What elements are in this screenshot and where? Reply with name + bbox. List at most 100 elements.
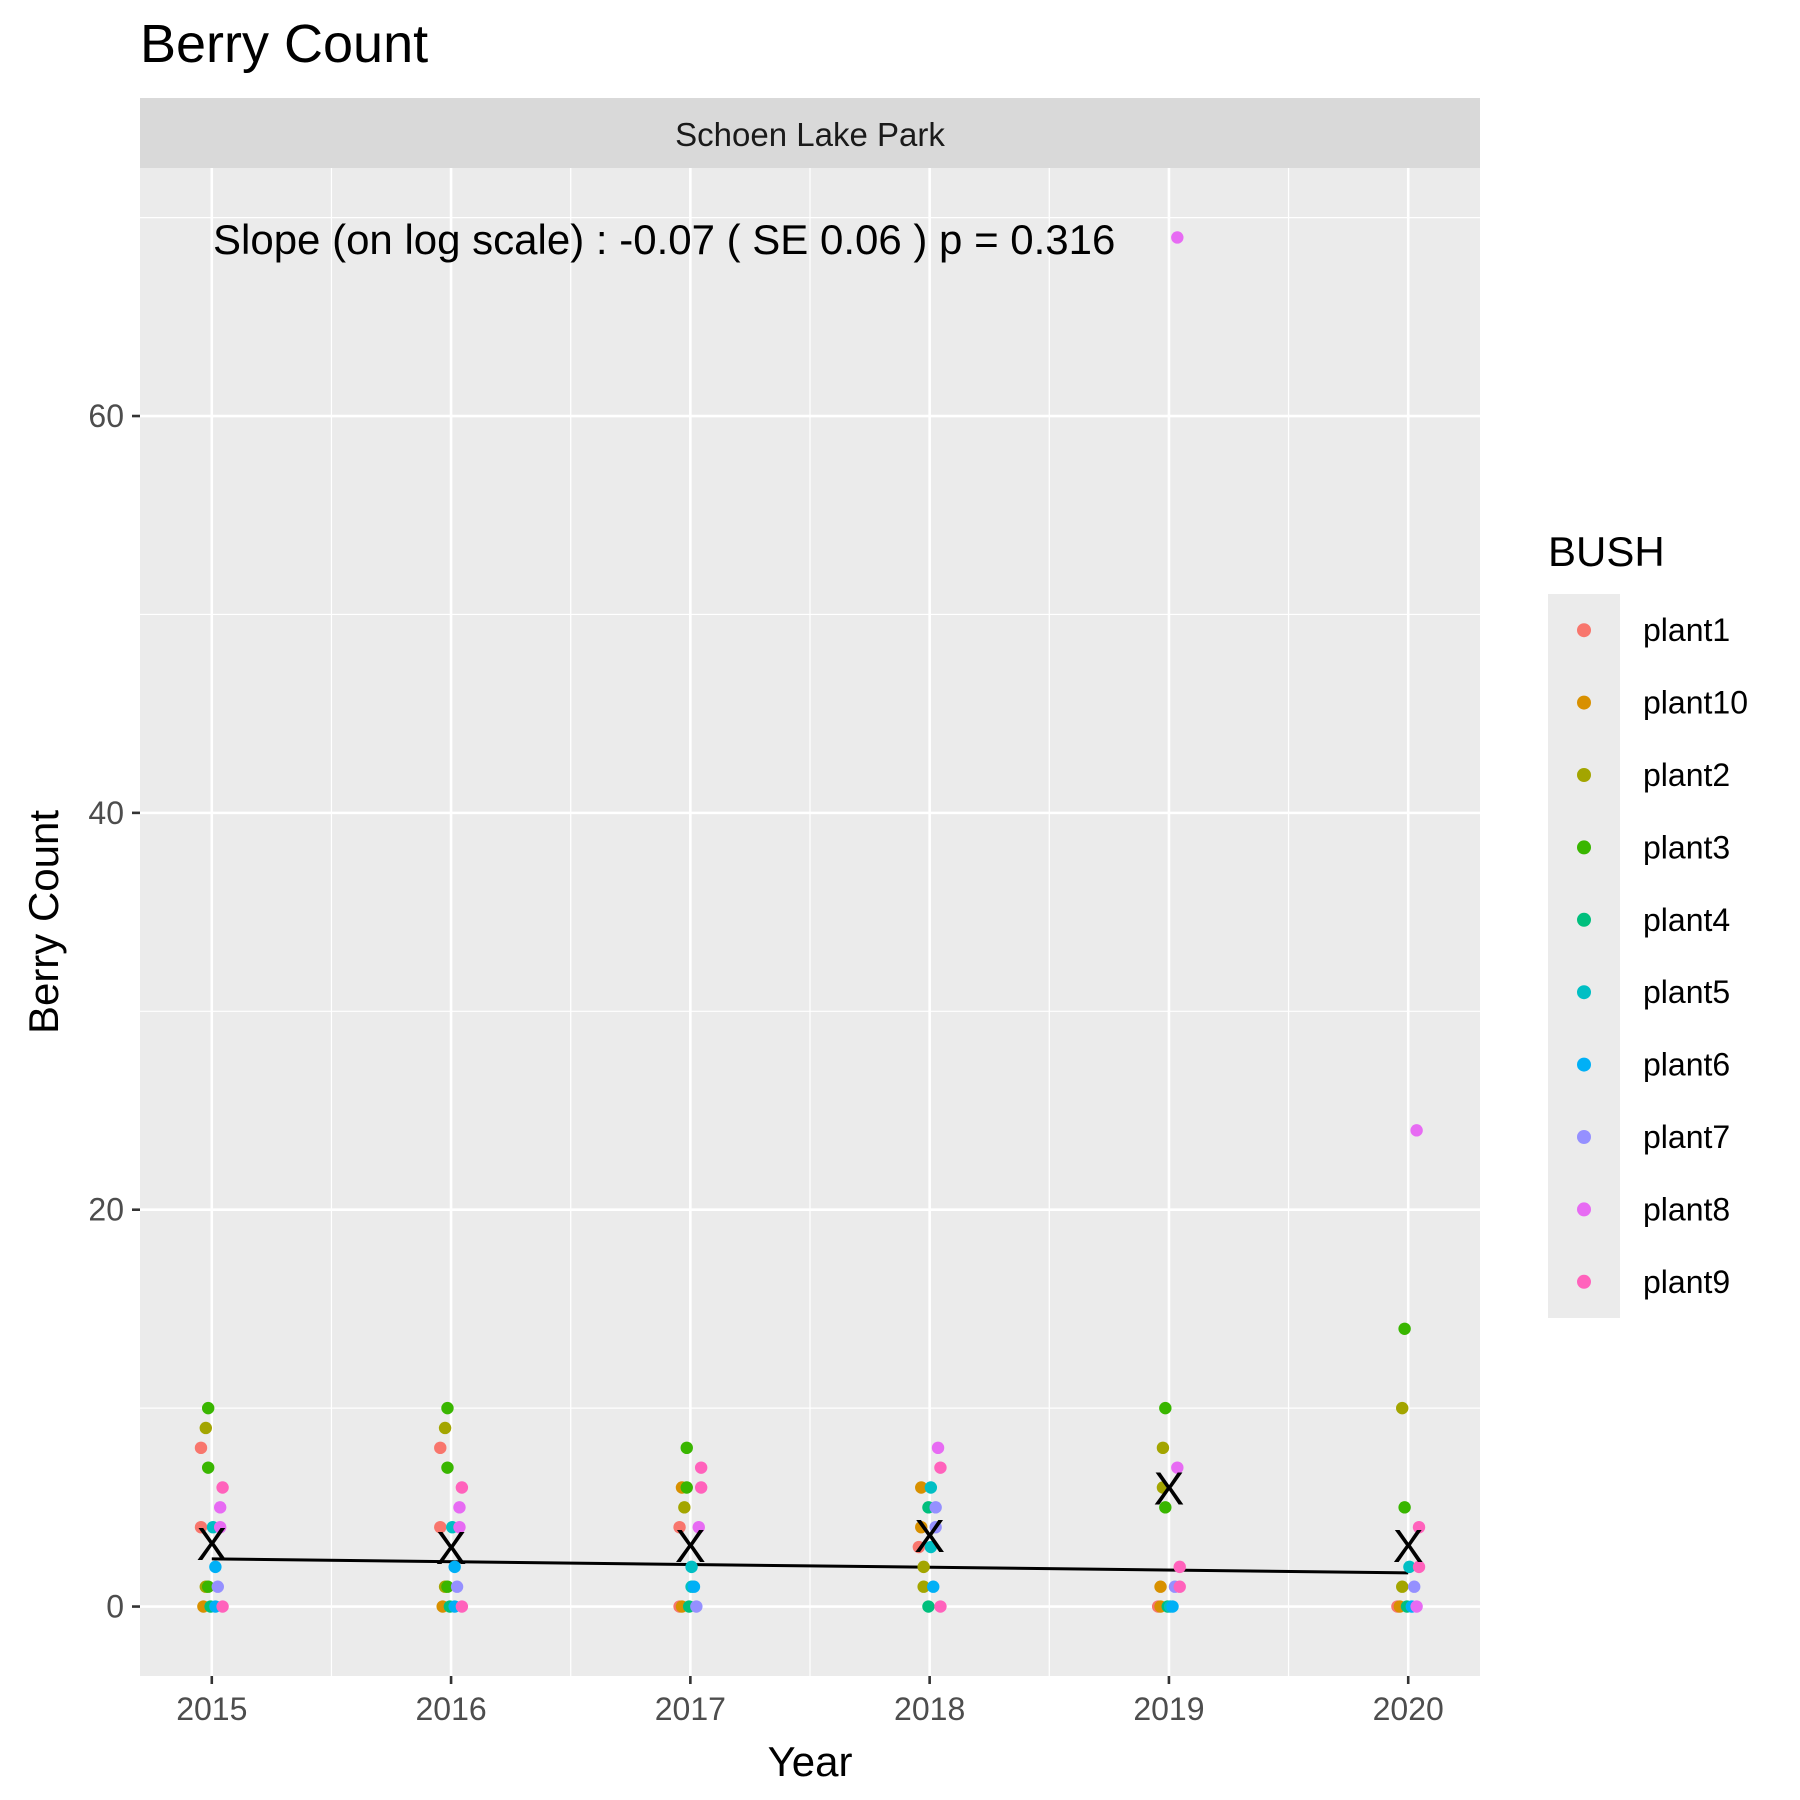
facet-strip-background	[140, 98, 1480, 168]
legend-key-plant2	[1577, 768, 1591, 782]
point-plant1	[194, 1520, 208, 1534]
mean-marker: X	[436, 1522, 467, 1574]
point-plant7	[929, 1501, 942, 1514]
legend-label-plant5: plant5	[1643, 974, 1730, 1010]
legend-label-plant10: plant10	[1643, 685, 1748, 721]
point-plant3	[201, 1401, 215, 1415]
x-tick-label: 2017	[655, 1691, 726, 1727]
x-tick-label: 2015	[176, 1691, 247, 1727]
legend-title: BUSH	[1548, 528, 1665, 575]
data-points	[194, 231, 1426, 1613]
legend-key-background	[1548, 594, 1620, 1318]
point-plant8	[1410, 1124, 1423, 1137]
x-axis-title: Year	[768, 1738, 853, 1785]
mean-marker: X	[675, 1520, 706, 1572]
point-plant5	[685, 1560, 698, 1574]
point-plant1	[912, 1540, 926, 1554]
point-plant9	[455, 1600, 469, 1613]
facet-strip: Schoen Lake Park	[140, 98, 1480, 168]
legend-label-plant7: plant7	[1643, 1119, 1730, 1155]
x-tick-label: 2020	[1373, 1691, 1444, 1727]
point-plant6	[448, 1560, 461, 1574]
point-plant5	[924, 1481, 938, 1494]
legend-key-plant9	[1577, 1274, 1591, 1289]
point-plant3	[680, 1481, 693, 1494]
point-plant1	[434, 1520, 447, 1534]
legend: BUSH plant1 plant10 plant2 plant3 plant4 plan…	[1548, 528, 1748, 1318]
y-tick-label: 0	[106, 1589, 124, 1625]
legend-key-plant3	[1577, 840, 1591, 855]
point-plant2	[917, 1560, 930, 1574]
point-plant9	[934, 1600, 947, 1613]
point-plant2	[917, 1580, 930, 1593]
mean-markers: X X X X X X	[196, 1463, 1423, 1575]
trend-line	[211, 1557, 1409, 1575]
legend-key-plant5	[1577, 985, 1591, 1000]
point-plant3	[201, 1580, 215, 1593]
point-plant9	[1412, 1520, 1426, 1534]
legend-label-plant6: plant6	[1643, 1047, 1730, 1083]
legend-key-plant6	[1577, 1057, 1591, 1072]
mean-marker: X	[1154, 1463, 1185, 1515]
point-plant5	[1403, 1560, 1416, 1574]
point-plant2	[199, 1421, 212, 1435]
facet-strip-label: Schoen Lake Park	[675, 116, 945, 153]
plot-panel	[140, 168, 1480, 1676]
point-plant3	[1159, 1401, 1172, 1415]
point-plant2	[1396, 1580, 1409, 1593]
point-plant9	[1173, 1560, 1186, 1574]
point-plant7	[1408, 1580, 1421, 1593]
point-plant1	[434, 1441, 447, 1455]
x-tick-label: 2018	[894, 1691, 965, 1727]
point-plant6	[1166, 1600, 1179, 1613]
point-plant2	[1156, 1481, 1170, 1494]
point-plant8	[1171, 1461, 1184, 1474]
legend-label-plant8: plant8	[1643, 1191, 1730, 1227]
point-plant3	[441, 1401, 454, 1415]
point-plant9	[694, 1461, 708, 1474]
y-axis-title: Berry Count	[20, 810, 67, 1034]
point-plant8	[453, 1501, 466, 1514]
point-plant3	[201, 1461, 215, 1474]
legend-label-plant9: plant9	[1643, 1264, 1730, 1300]
point-plant8	[931, 1441, 945, 1455]
point-plant3	[1398, 1322, 1411, 1335]
point-plant3	[1159, 1501, 1172, 1514]
point-plant6	[209, 1560, 222, 1574]
legend-label-plant1: plant1	[1643, 612, 1730, 648]
slope-annotation: Slope (on log scale) : -0.07 ( SE 0.06 )…	[213, 216, 1115, 263]
mean-marker: X	[914, 1510, 945, 1562]
point-plant3	[441, 1461, 454, 1474]
mean-marker: X	[1393, 1520, 1424, 1572]
point-plant8	[213, 1520, 227, 1534]
legend-label-plant2: plant2	[1643, 757, 1730, 793]
legend-label-plant3: plant3	[1643, 829, 1730, 865]
legend-key-plant4	[1577, 912, 1591, 927]
point-plant5	[924, 1540, 938, 1554]
point-plant1	[673, 1520, 686, 1534]
point-plant8	[692, 1520, 705, 1534]
point-plant7	[211, 1580, 224, 1593]
point-plant10	[1154, 1580, 1167, 1593]
point-plant9	[216, 1600, 229, 1613]
y-axis: 0 20 40 60	[88, 398, 140, 1625]
point-plant2	[1396, 1401, 1409, 1415]
point-plant10	[915, 1520, 928, 1534]
x-axis: 2015 2016 2017 2018 2019 2020	[176, 1676, 1444, 1727]
point-plant8	[453, 1520, 466, 1534]
point-plant8	[213, 1501, 227, 1514]
point-plant3	[1398, 1501, 1411, 1514]
point-plant9	[934, 1461, 947, 1474]
x-tick-label: 2019	[1133, 1691, 1204, 1727]
y-tick-label: 20	[88, 1192, 124, 1228]
point-plant6	[687, 1580, 701, 1593]
point-plant7	[929, 1520, 942, 1534]
point-plant1	[194, 1441, 208, 1455]
legend-key-plant1	[1577, 623, 1591, 638]
point-plant2	[678, 1501, 691, 1514]
x-tick-label: 2016	[415, 1691, 486, 1727]
point-plant3	[680, 1441, 693, 1455]
point-plant7	[450, 1580, 464, 1593]
legend-key-plant7	[1577, 1130, 1591, 1144]
